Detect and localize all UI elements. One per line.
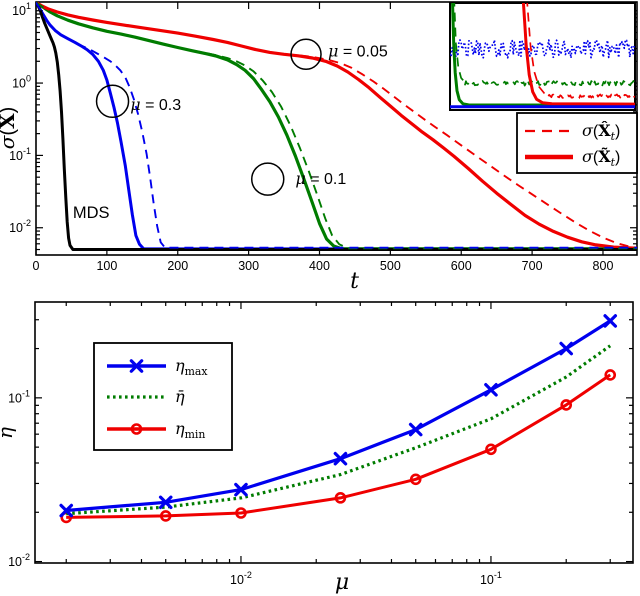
annotation-2: μ = 0.1	[295, 169, 346, 188]
annotation-circle-0	[95, 84, 130, 119]
x-tick-label: 10-1	[480, 570, 502, 587]
y-tick-label: 100	[12, 74, 31, 91]
legend-entry-0: ηmax	[107, 356, 208, 378]
x-marker	[158, 495, 173, 510]
x-marker	[559, 341, 574, 356]
x-marker	[408, 422, 423, 437]
legend-label: ηmax	[175, 356, 208, 378]
legend-entry-2: ηmin	[107, 419, 205, 441]
y-tick-label: 10-1	[9, 146, 31, 163]
legend-label: σ(X̂t)	[582, 121, 620, 143]
circle-marker	[130, 423, 143, 435]
curve-eta-min	[66, 373, 612, 519]
annotation-1: μ = 0.3	[130, 95, 181, 114]
circle-marker	[409, 473, 422, 486]
x-tick-label: 600	[451, 259, 472, 273]
x-marker	[333, 451, 348, 466]
curve-inset-green-solid	[451, 3, 635, 107]
legend-label: σ(X̃t)	[582, 147, 620, 169]
curve-eta-max	[66, 319, 612, 513]
circle-marker	[159, 510, 172, 522]
x-tick-label: 700	[522, 259, 543, 273]
legend-label: η̄	[175, 387, 185, 406]
bottom-legend: ηmax η̄ ηmin	[93, 342, 233, 451]
legend-entry-1: η̄	[107, 387, 185, 406]
x-tick-label: 800	[593, 259, 614, 273]
legend-label: ηmin	[175, 419, 205, 441]
x-marker	[603, 314, 618, 328]
annotation-circle-2	[290, 38, 322, 71]
y-axis-label: η	[0, 427, 17, 439]
curve-mds	[36, 2, 637, 251]
x-tick-label: 200	[167, 259, 188, 273]
circle-marker	[485, 443, 497, 456]
circle-marker	[334, 492, 347, 504]
circle-marker	[604, 369, 617, 381]
annotation-3: μ = 0.05	[328, 41, 388, 60]
top-legend: σ(X̂t) σ(X̃t)	[516, 112, 638, 174]
circle-marker	[235, 507, 247, 519]
x-axis-label: μ	[335, 570, 349, 595]
bottom-chart: 10-2 10-1 10-2 10-1 μ η ηmax η̄ ηmin	[0, 301, 634, 595]
curve-mu-0.3	[36, 2, 637, 251]
curve-inset-green-dashed	[453, 3, 635, 87]
x-marker	[129, 359, 144, 373]
x-tick-label: 400	[309, 259, 330, 273]
curve-inset-red-solid	[521, 3, 635, 106]
x-tick-label: 300	[238, 259, 259, 273]
x-tick-label: 500	[380, 259, 401, 273]
y-tick-label: 10-2	[9, 218, 31, 235]
top-chart-inset	[449, 2, 636, 111]
curve-mu-0.05	[36, 2, 637, 250]
y-axis-label: σ(X)	[0, 107, 19, 150]
annotation-0: MDS	[73, 204, 110, 222]
curve-inset-red-dashed	[526, 3, 635, 99]
curve-mu-0.1-estimate	[36, 2, 637, 250]
curve-inset-blue-noise	[450, 39, 635, 59]
x-marker	[234, 482, 248, 497]
x-tick-label: 100	[96, 259, 117, 273]
curve-mu-0.3-estimate	[36, 2, 637, 249]
y-tick-label: 101	[12, 1, 31, 18]
x-tick-label: 0	[33, 259, 40, 273]
x-marker	[59, 503, 74, 518]
y-tick-label: 10-1	[8, 388, 30, 405]
y-tick-label: 10-2	[8, 552, 30, 569]
annotation-circle-1	[251, 162, 285, 196]
circle-marker	[560, 399, 573, 411]
legend-box	[516, 112, 638, 174]
x-tick-label: 10-2	[230, 570, 252, 587]
inset-box	[449, 2, 636, 111]
legend-entry-0: σ(X̂t)	[525, 121, 620, 143]
curve-mu-0.05-estimate	[36, 2, 637, 249]
x-marker	[484, 382, 498, 397]
x-axis-label: t	[350, 269, 359, 294]
legend-entry-1: σ(X̃t)	[525, 147, 620, 169]
